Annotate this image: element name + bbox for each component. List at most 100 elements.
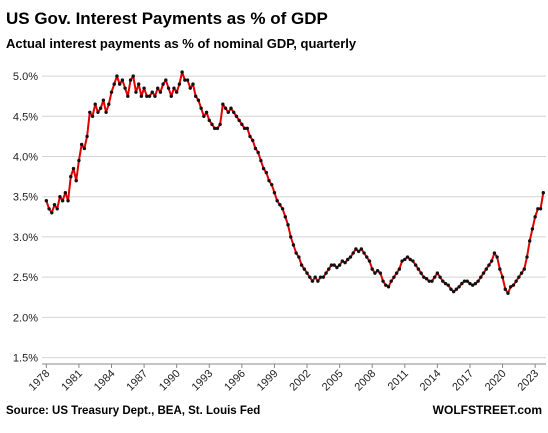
data-point (66, 199, 70, 203)
data-point (177, 82, 182, 86)
data-point (69, 174, 73, 179)
data-point (272, 190, 277, 195)
data-point (270, 182, 274, 187)
x-tick-label: 2005 (320, 368, 346, 394)
data-point (449, 287, 453, 291)
data-point (318, 275, 323, 279)
data-point (432, 275, 437, 279)
data-point (294, 251, 298, 255)
data-point (400, 259, 404, 263)
x-tick-label: 1987 (124, 368, 150, 394)
data-point (500, 275, 505, 279)
data-point (120, 78, 125, 82)
data-point (419, 271, 423, 275)
data-point (117, 82, 122, 86)
data-point (367, 259, 372, 263)
data-point (109, 90, 114, 94)
data-point (297, 255, 301, 259)
data-point (503, 287, 507, 291)
chart-title: US Gov. Interest Payments as % of GDP (6, 9, 328, 28)
data-point (362, 251, 366, 255)
data-point (370, 267, 374, 271)
data-point (389, 279, 393, 283)
data-point (533, 215, 537, 219)
data-point (525, 255, 529, 259)
x-tick-label: 2020 (483, 368, 509, 394)
x-tick-label: 1984 (92, 368, 118, 394)
data-point (50, 211, 54, 215)
data-point (172, 86, 176, 90)
data-point (58, 195, 62, 199)
data-point (411, 259, 415, 263)
source-note: Source: US Treasury Dept., BEA, St. Loui… (6, 405, 260, 417)
data-point (519, 271, 524, 275)
data-point (403, 257, 407, 262)
x-tick-label: 2011 (386, 368, 411, 393)
data-point (511, 283, 516, 287)
data-point (324, 271, 328, 275)
x-tick-label: 1999 (255, 368, 281, 394)
data-point (286, 223, 290, 227)
data-point (305, 271, 309, 275)
data-point (139, 94, 144, 98)
data-point (280, 207, 285, 211)
data-point (316, 279, 320, 283)
data-point (248, 134, 252, 139)
data-point (384, 283, 388, 287)
data-point (229, 106, 233, 110)
data-point (424, 277, 429, 281)
data-point (354, 247, 358, 251)
data-point (136, 82, 141, 86)
data-point (134, 90, 138, 94)
data-point (112, 82, 116, 86)
x-tick-label: 2002 (287, 368, 313, 394)
data-point (492, 251, 497, 255)
data-point (422, 275, 426, 279)
data-point (484, 267, 488, 271)
data-point (153, 94, 157, 98)
data-point (289, 235, 293, 239)
data-point (82, 146, 87, 151)
x-tick-label: 2017 (450, 368, 476, 394)
data-point (435, 271, 440, 275)
data-point (237, 118, 241, 123)
data-point (166, 86, 171, 90)
data-point (174, 90, 179, 94)
data-point (340, 259, 345, 263)
data-point (128, 78, 133, 82)
data-line (45, 71, 545, 295)
data-point (223, 106, 228, 110)
data-point (356, 249, 361, 254)
x-tick-label: 1978 (27, 368, 53, 394)
data-point (226, 110, 230, 114)
data-point (55, 207, 59, 211)
data-point (329, 263, 334, 267)
data-point (93, 102, 97, 106)
data-point (522, 267, 526, 271)
data-point (538, 207, 543, 211)
data-point (101, 98, 106, 102)
data-point (460, 281, 464, 286)
x-tick-label: 1981 (59, 368, 85, 394)
data-point (506, 291, 510, 295)
data-point (158, 90, 163, 94)
y-tick-label: 2.5% (13, 272, 38, 284)
data-point (465, 279, 469, 283)
data-point (495, 255, 499, 259)
x-tick-label: 2014 (418, 368, 444, 394)
data-point (530, 227, 535, 231)
x-tick-label: 1993 (190, 368, 216, 394)
data-point (131, 74, 135, 78)
data-point (278, 203, 282, 207)
data-point (438, 275, 442, 279)
data-point (302, 267, 307, 271)
data-point (253, 146, 258, 151)
data-point (327, 267, 331, 271)
data-point (386, 285, 391, 289)
data-point (528, 239, 532, 243)
data-point (60, 199, 65, 203)
credit: WOLFSTREET.com (433, 403, 542, 417)
data-point (479, 275, 483, 279)
data-point (343, 260, 347, 265)
